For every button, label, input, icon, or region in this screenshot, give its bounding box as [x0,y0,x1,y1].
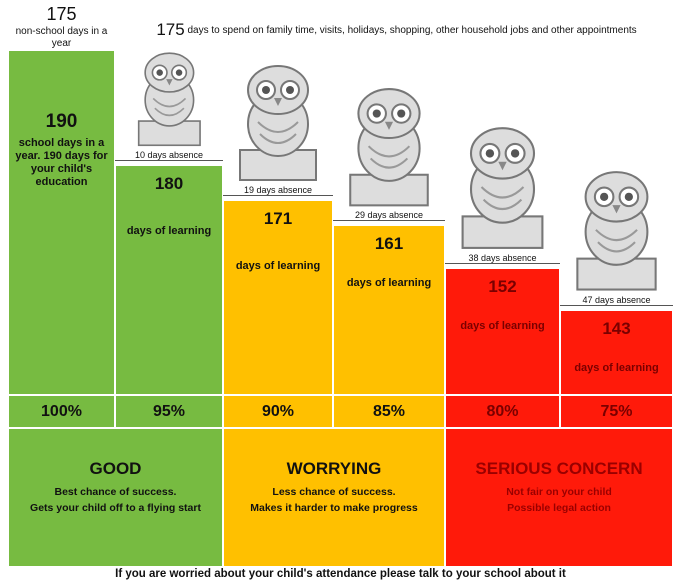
learning-label: days of learning [340,276,438,290]
learning-column: 171 days of learning [223,200,333,395]
absence-label: 38 days absence [445,253,560,264]
owl-icon [129,50,210,147]
learning-label: days of learning [567,361,666,375]
owl-icon [338,85,440,207]
learning-column: 152 days of learning [445,268,560,395]
absence-label: 47 days absence [560,295,673,306]
percent-cell: 85% [333,395,445,428]
verdict-line: Gets your child off to a flying start [15,501,216,515]
verdict-line: Less chance of success. [230,485,438,499]
non-school-days: 175 [8,4,115,25]
percent-cell: 75% [560,395,673,428]
percent-cell: 100% [8,395,115,428]
verdict-title: GOOD [9,459,222,479]
family-days: 175 [156,20,184,39]
learning-column: 180 days of learning [115,165,223,395]
verdict-line: Not fair on your child [452,485,666,499]
learning-days: 171 [224,209,332,229]
verdict-title: SERIOUS CONCERN [446,459,672,479]
learning-days: 152 [446,277,559,297]
learning-column: 143 days of learning [560,310,673,395]
family-text: days to spend on family time, visits, ho… [188,25,637,36]
school-text: school days in a year. 190 days for your… [13,137,110,189]
verdict-line: Makes it harder to make progress [230,501,438,515]
absence-label: 29 days absence [333,210,445,221]
school-days: 190 [9,111,114,133]
absence-label: 19 days absence [223,185,333,196]
absence-label: 10 days absence [115,150,223,161]
verdict-band: GOOD Best chance of success. Gets your chi… [8,428,223,567]
owl-icon [228,62,328,182]
verdict-title: WORRYING [224,459,444,479]
infographic: 175 non-school days in a year 175 days t… [0,0,673,585]
verdict-line: Possible legal action [452,501,666,515]
school-column: 190 school days in a year. 190 days for … [8,50,115,395]
verdict-band: WORRYING Less chance of success. Makes it … [223,428,445,567]
percent-cell: 90% [223,395,333,428]
verdict-line: Best chance of success. [15,485,216,499]
learning-label: days of learning [452,319,553,333]
owl-icon [450,124,555,250]
learning-label: days of learning [122,224,216,238]
learning-days: 143 [561,319,672,339]
percent-cell: 95% [115,395,223,428]
learning-label: days of learning [230,259,326,273]
learning-column: 161 days of learning [333,225,445,395]
percent-cell: 80% [445,395,560,428]
footer: If you are worried about your child's at… [8,568,673,580]
learning-days: 180 [116,174,222,194]
verdict-band: SERIOUS CONCERN Not fair on your child Pos… [445,428,673,567]
owl-icon [565,168,668,292]
learning-days: 161 [334,234,444,254]
family-time: 175 days to spend on family time, visits… [120,22,673,39]
non-school-label: non-school days in a year [8,26,115,50]
